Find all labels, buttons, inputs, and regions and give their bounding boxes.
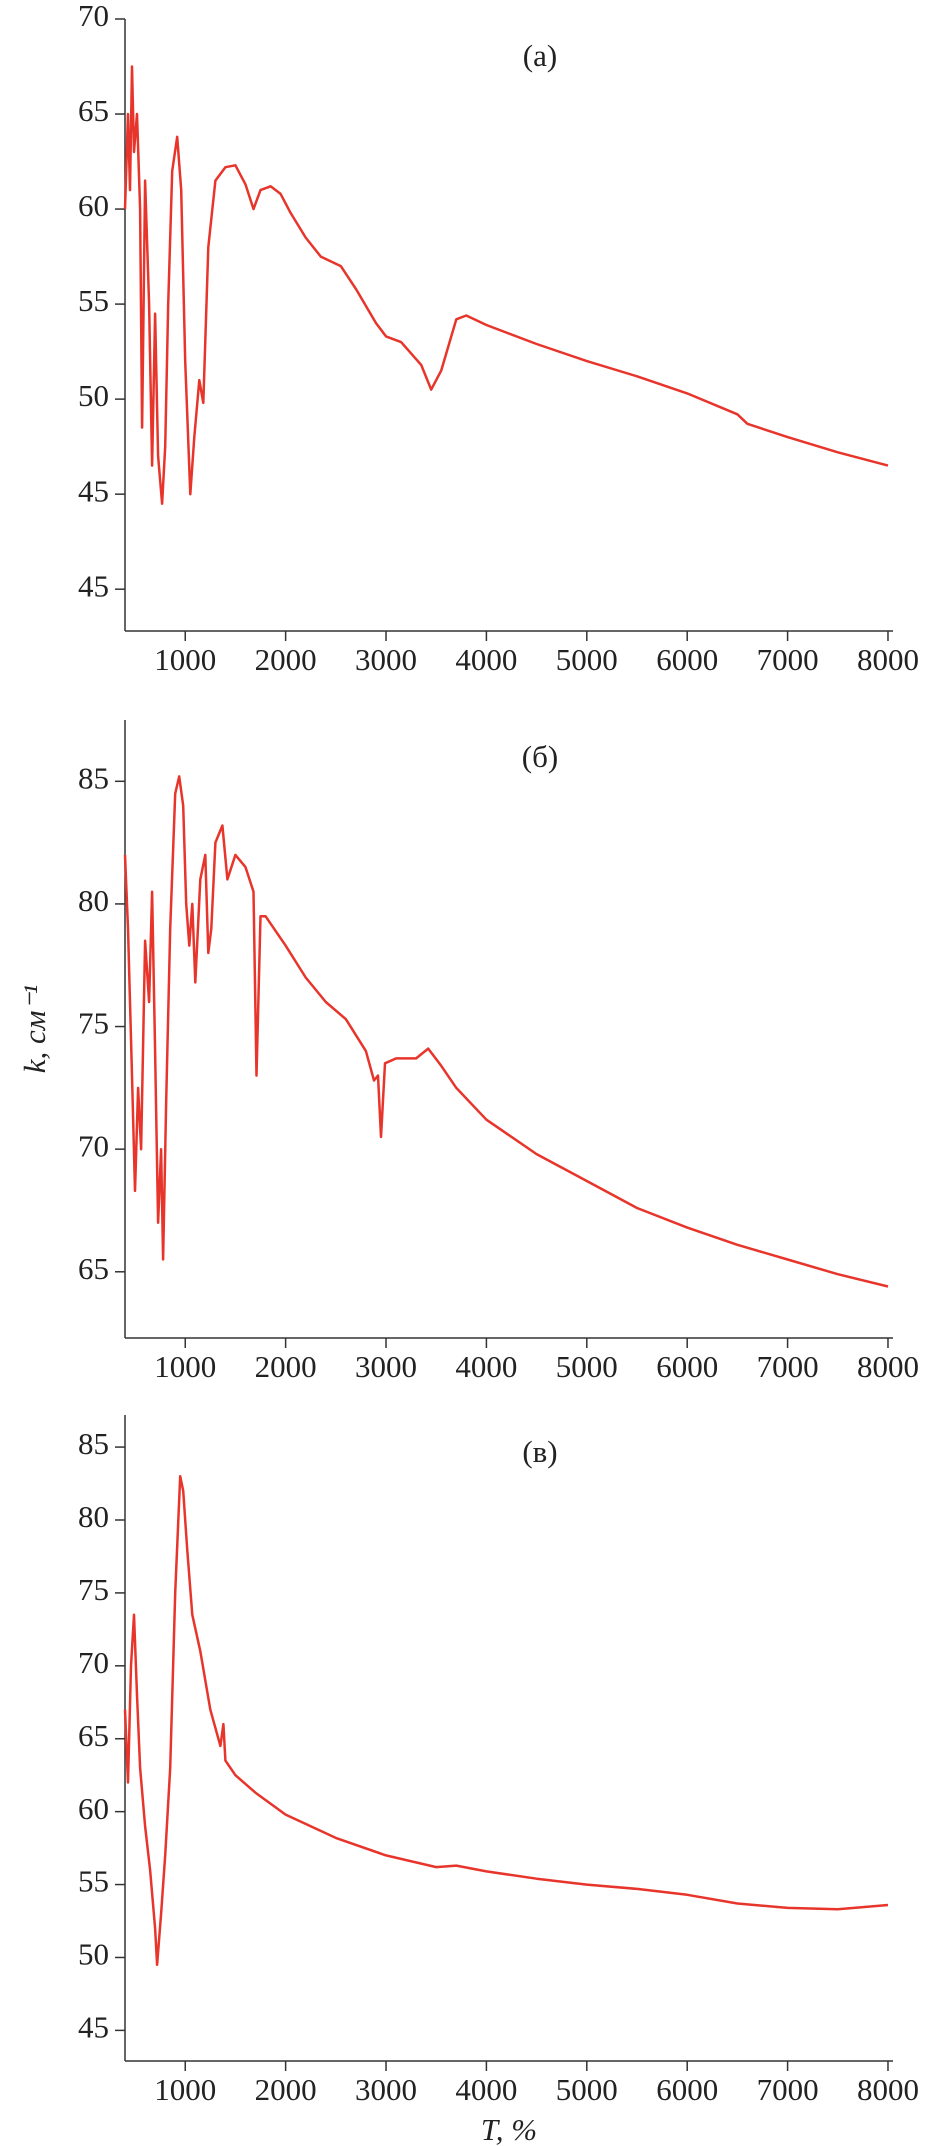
x-tick-label: 6000: [656, 2072, 718, 2107]
x-tick-label: 3000: [355, 2072, 417, 2107]
y-tick-label: 85: [78, 760, 109, 795]
x-tick-label: 1000: [154, 2072, 216, 2107]
x-tick-label: 3000: [355, 1349, 417, 1384]
x-tick-label: 5000: [556, 2072, 618, 2107]
x-tick-label: 5000: [556, 642, 618, 677]
x-tick-label: 8000: [857, 2072, 919, 2107]
y-tick-label: 45: [78, 473, 109, 508]
x-tick-label: 3000: [355, 642, 417, 677]
x-tick-label: 2000: [255, 642, 317, 677]
data-line: [123, 775, 889, 1288]
x-tick-label: 8000: [857, 1349, 919, 1384]
y-tick-label: 85: [78, 1426, 109, 1461]
x-tick-label: 7000: [757, 642, 819, 677]
y-tick-label: 75: [78, 1572, 109, 1607]
y-tick-label: 55: [78, 1864, 109, 1899]
y-tick-label: 60: [78, 188, 109, 223]
y-tick-label: 80: [78, 883, 109, 918]
y-tick-label: 50: [78, 1937, 109, 1972]
x-tick-label: 8000: [857, 642, 919, 677]
x-tick-label: 2000: [255, 2072, 317, 2107]
y-tick-label: 50: [78, 378, 109, 413]
panel-label: (а): [523, 38, 557, 73]
y-tick-label: 45: [78, 568, 109, 603]
x-tick-label: 7000: [757, 1349, 819, 1384]
y-tick-label: 65: [78, 1251, 109, 1286]
x-tick-label: 4000: [455, 2072, 517, 2107]
panel-label: (в): [522, 1434, 557, 1469]
y-axis-label: k, см⁻¹: [17, 985, 52, 1073]
y-tick-label: 80: [78, 1499, 109, 1534]
x-tick-label: 7000: [757, 2072, 819, 2107]
y-tick-label: 45: [78, 2009, 109, 2044]
y-tick-label: 65: [78, 1718, 109, 1753]
y-tick-label: 70: [78, 0, 109, 33]
x-axis-label: T, %: [481, 2112, 537, 2146]
x-tick-label: 6000: [656, 1349, 718, 1384]
y-tick-label: 70: [78, 1645, 109, 1680]
x-tick-label: 6000: [656, 642, 718, 677]
data-line: [123, 65, 889, 505]
y-tick-label: 55: [78, 283, 109, 318]
y-tick-label: 60: [78, 1791, 109, 1826]
x-tick-label: 5000: [556, 1349, 618, 1384]
x-tick-label: 2000: [255, 1349, 317, 1384]
x-tick-label: 1000: [154, 1349, 216, 1384]
x-tick-label: 4000: [455, 642, 517, 677]
y-tick-label: 75: [78, 1006, 109, 1041]
x-tick-label: 1000: [154, 642, 216, 677]
x-tick-label: 4000: [455, 1349, 517, 1384]
data-line: [123, 1474, 889, 1967]
y-tick-label: 70: [78, 1128, 109, 1163]
panel-label: (б): [522, 739, 558, 774]
y-tick-label: 65: [78, 93, 109, 128]
